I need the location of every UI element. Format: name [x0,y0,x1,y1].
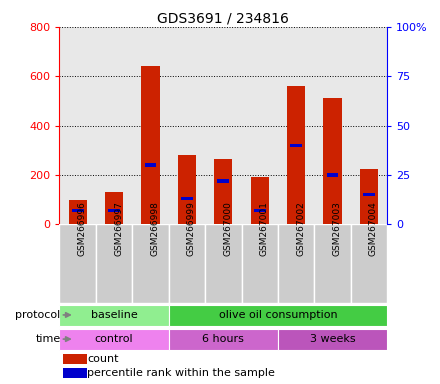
Bar [326,173,338,177]
Bar [360,169,378,224]
Bar [217,179,229,183]
Title: GDS3691 / 234816: GDS3691 / 234816 [158,12,289,26]
Text: percentile rank within the sample: percentile rank within the sample [87,368,275,378]
Text: 6 hours: 6 hours [202,334,244,344]
Text: control: control [95,334,133,344]
FancyBboxPatch shape [132,224,169,303]
Text: GSM266996: GSM266996 [77,201,87,256]
Text: GSM267002: GSM267002 [296,201,305,256]
Bar [62,354,87,364]
FancyBboxPatch shape [59,224,96,303]
Text: 3 weeks: 3 weeks [310,334,356,344]
Text: count: count [87,354,119,364]
FancyBboxPatch shape [96,224,132,303]
Text: time: time [35,334,60,344]
Bar [72,209,84,212]
Text: olive oil consumption: olive oil consumption [219,310,337,320]
FancyBboxPatch shape [169,305,387,326]
FancyBboxPatch shape [314,224,351,303]
Bar [181,197,193,200]
FancyBboxPatch shape [242,224,278,303]
Bar [290,144,302,147]
Bar [144,164,156,167]
Text: GSM267004: GSM267004 [369,201,378,256]
Bar [62,368,87,378]
Bar [141,66,160,224]
FancyBboxPatch shape [205,224,242,303]
FancyBboxPatch shape [59,305,169,326]
Bar [287,86,305,224]
Bar [251,177,269,224]
Text: protocol: protocol [15,310,60,320]
Bar [214,159,232,224]
FancyBboxPatch shape [169,224,205,303]
Text: GSM266998: GSM266998 [150,201,159,256]
FancyBboxPatch shape [351,224,387,303]
Text: GSM267003: GSM267003 [333,201,341,256]
Text: GSM266997: GSM266997 [114,201,123,256]
Text: baseline: baseline [91,310,137,320]
Bar [254,209,266,212]
Text: GSM267001: GSM267001 [260,201,269,256]
Bar [69,200,87,224]
FancyBboxPatch shape [278,224,314,303]
Bar [108,209,120,212]
Bar [323,98,342,224]
Bar [178,155,196,224]
Text: GSM267000: GSM267000 [223,201,232,256]
FancyBboxPatch shape [59,329,169,351]
Text: GSM266999: GSM266999 [187,201,196,256]
FancyBboxPatch shape [278,329,387,351]
Bar [105,192,123,224]
Bar [363,193,375,197]
FancyBboxPatch shape [169,329,278,351]
